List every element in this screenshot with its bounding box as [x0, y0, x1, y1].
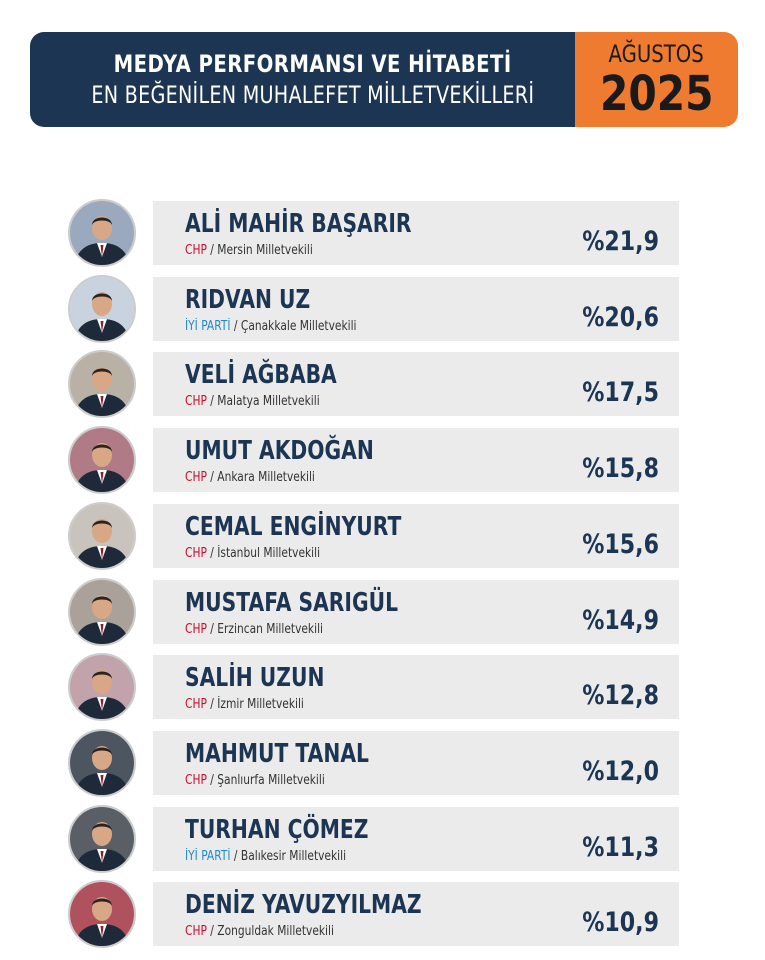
deputy-row: MAHMUT TANAL CHP / Şanlıurfa Milletvekili…: [0, 729, 765, 799]
deputy-row: UMUT AKDOĞAN CHP / Ankara Milletvekili %15…: [0, 426, 765, 496]
party-label: CHP: [185, 773, 207, 788]
deputy-name: TURHAN ÇÖMEZ: [185, 815, 369, 845]
deputy-percentage: %11,3: [582, 832, 659, 863]
district-label: Balıkesir Milletvekili: [240, 849, 347, 864]
deputy-percentage: %20,6: [582, 302, 659, 333]
deputy-subtitle: CHP / Zonguldak Milletvekili: [185, 924, 464, 940]
deputy-name: MUSTAFA SARIGÜL: [185, 588, 399, 618]
deputy-name: MAHMUT TANAL: [185, 739, 369, 769]
deputy-subtitle: İYİ PARTİ / Çanakkale Milletvekili: [185, 319, 464, 335]
district-label: Mersin Milletvekili: [217, 243, 313, 258]
deputy-row: CEMAL ENGİNYURT CHP / İstanbul Milletveki…: [0, 502, 765, 572]
deputy-percentage: %17,5: [582, 377, 659, 408]
deputy-card: SALİH UZUN CHP / İzmir Milletvekili %12,8: [153, 655, 679, 719]
deputy-subtitle: CHP / İzmir Milletvekili: [185, 697, 464, 713]
separator: /: [206, 697, 218, 712]
separator: /: [206, 622, 218, 637]
party-label: CHP: [185, 622, 207, 637]
deputy-subtitle: CHP / Malatya Milletvekili: [185, 394, 464, 410]
deputy-subtitle: CHP / Mersin Milletvekili: [185, 243, 464, 259]
district-label: Erzincan Milletvekili: [217, 622, 323, 637]
deputy-name: CEMAL ENGİNYURT: [185, 512, 402, 542]
district-label: İzmir Milletvekili: [217, 697, 304, 712]
deputy-card: MUSTAFA SARIGÜL CHP / Erzincan Milletveki…: [153, 580, 679, 644]
separator: /: [206, 243, 218, 258]
deputy-subtitle: CHP / Erzincan Milletvekili: [185, 622, 464, 638]
deputy-percentage: %12,0: [582, 756, 659, 787]
district-label: İstanbul Milletvekili: [217, 546, 321, 561]
deputy-row: TURHAN ÇÖMEZ İYİ PARTİ / Balıkesir Millet…: [0, 805, 765, 875]
deputy-card: TURHAN ÇÖMEZ İYİ PARTİ / Balıkesir Millet…: [153, 807, 679, 871]
deputy-subtitle: CHP / Şanlıurfa Milletvekili: [185, 773, 464, 789]
district-label: Ankara Milletvekili: [217, 470, 315, 485]
deputy-name: UMUT AKDOĞAN: [185, 436, 374, 466]
date-month: AĞUSTOS: [608, 39, 705, 68]
separator: /: [230, 849, 241, 864]
deputy-name: DENİZ YAVUZYILMAZ: [185, 890, 422, 920]
separator: /: [230, 319, 241, 334]
party-label: CHP: [185, 394, 207, 409]
deputy-photo: [68, 653, 136, 721]
deputy-subtitle: CHP / Ankara Milletvekili: [185, 470, 464, 486]
party-label: CHP: [185, 470, 207, 485]
title-block: MEDYA PERFORMANSI VE HİTABETİ EN BEĞENİL…: [30, 32, 595, 127]
deputy-card: DENİZ YAVUZYILMAZ CHP / Zonguldak Milletv…: [153, 882, 679, 946]
party-label: İYİ PARTİ: [185, 849, 231, 864]
deputy-card: RIDVAN UZ İYİ PARTİ / Çanakkale Milletvek…: [153, 277, 679, 341]
party-label: CHP: [185, 546, 207, 561]
deputy-row: SALİH UZUN CHP / İzmir Milletvekili %12,8: [0, 653, 765, 723]
separator: /: [206, 924, 218, 939]
district-label: Şanlıurfa Milletvekili: [217, 773, 325, 788]
deputy-percentage: %14,9: [582, 605, 659, 636]
header-banner: MEDYA PERFORMANSI VE HİTABETİ EN BEĞENİL…: [30, 32, 738, 127]
separator: /: [206, 546, 218, 561]
deputy-name: SALİH UZUN: [185, 663, 325, 693]
title-line-1: MEDYA PERFORMANSI VE HİTABETİ: [113, 49, 512, 78]
deputy-percentage: %10,9: [582, 907, 659, 938]
party-label: CHP: [185, 697, 207, 712]
district-label: Malatya Milletvekili: [217, 394, 320, 409]
separator: /: [206, 470, 218, 485]
deputy-card: MAHMUT TANAL CHP / Şanlıurfa Milletvekili…: [153, 731, 679, 795]
title-line-2: EN BEĞENİLEN MUHALEFET MİLLETVEKİLLERİ: [91, 80, 534, 109]
deputy-percentage: %12,8: [582, 680, 659, 711]
deputy-row: VELİ AĞBABA CHP / Malatya Milletvekili %17…: [0, 350, 765, 420]
district-label: Zonguldak Milletvekili: [217, 924, 334, 939]
deputy-photo: [68, 275, 136, 343]
separator: /: [206, 773, 218, 788]
deputy-subtitle: CHP / İstanbul Milletvekili: [185, 546, 464, 562]
deputy-name: RIDVAN UZ: [185, 285, 311, 315]
deputy-percentage: %21,9: [582, 226, 659, 257]
deputy-photo: [68, 350, 136, 418]
deputy-name: VELİ AĞBABA: [185, 360, 337, 390]
party-label: İYİ PARTİ: [185, 319, 231, 334]
deputy-name: ALİ MAHİR BAŞARIR: [185, 209, 412, 239]
date-year: 2025: [599, 65, 714, 122]
deputy-photo: [68, 729, 136, 797]
deputy-row: ALİ MAHİR BAŞARIR CHP / Mersin Milletveki…: [0, 199, 765, 269]
deputy-photo: [68, 199, 136, 267]
deputy-card: UMUT AKDOĞAN CHP / Ankara Milletvekili %15…: [153, 428, 679, 492]
deputy-card: ALİ MAHİR BAŞARIR CHP / Mersin Milletveki…: [153, 201, 679, 265]
date-block: AĞUSTOS 2025: [575, 32, 738, 127]
party-label: CHP: [185, 243, 207, 258]
separator: /: [206, 394, 218, 409]
party-label: CHP: [185, 924, 207, 939]
deputy-photo: [68, 880, 136, 948]
deputy-photo: [68, 426, 136, 494]
deputy-photo: [68, 578, 136, 646]
district-label: Çanakkale Milletvekili: [240, 319, 357, 334]
deputy-card: CEMAL ENGİNYURT CHP / İstanbul Milletveki…: [153, 504, 679, 568]
deputy-photo: [68, 502, 136, 570]
deputy-photo: [68, 805, 136, 873]
deputy-percentage: %15,8: [582, 453, 659, 484]
deputy-subtitle: İYİ PARTİ / Balıkesir Milletvekili: [185, 849, 464, 865]
deputy-card: VELİ AĞBABA CHP / Malatya Milletvekili %17…: [153, 352, 679, 416]
deputy-percentage: %15,6: [582, 529, 659, 560]
deputy-row: DENİZ YAVUZYILMAZ CHP / Zonguldak Milletv…: [0, 880, 765, 950]
deputy-row: MUSTAFA SARIGÜL CHP / Erzincan Milletveki…: [0, 578, 765, 648]
deputy-row: RIDVAN UZ İYİ PARTİ / Çanakkale Milletvek…: [0, 275, 765, 345]
